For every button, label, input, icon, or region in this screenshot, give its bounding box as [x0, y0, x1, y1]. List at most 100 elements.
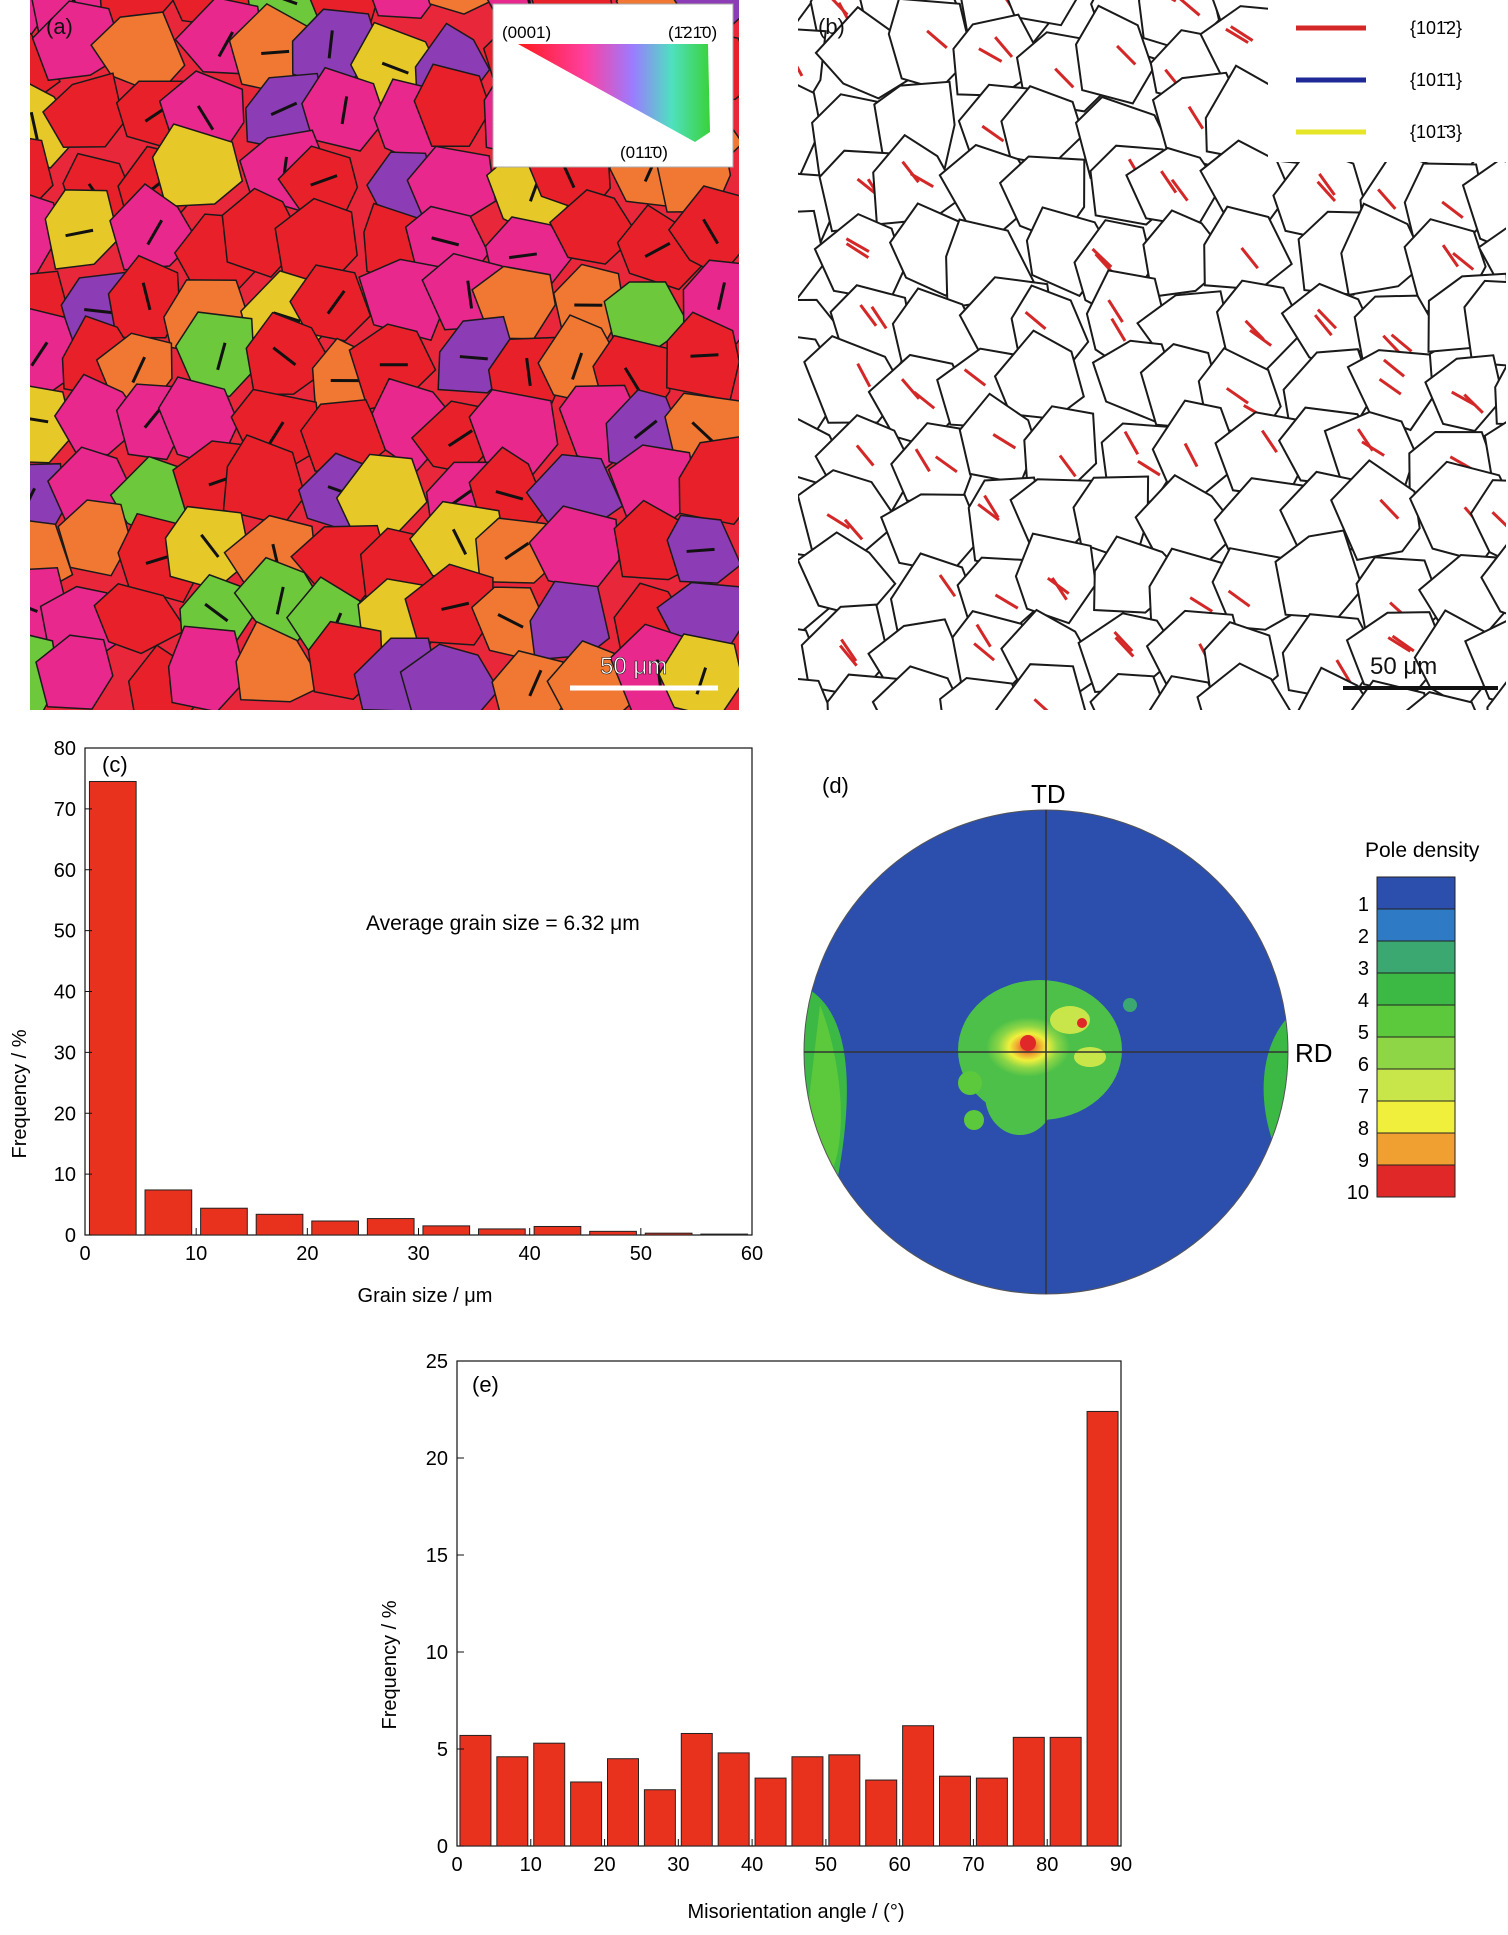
pole-density-swatch [1377, 941, 1455, 973]
average-grain-size: Average grain size = 6.32 μm [366, 912, 640, 935]
grain-size-bar [367, 1219, 414, 1235]
misorientation-bar [940, 1776, 971, 1846]
scalebar-a-label: 50 μm [600, 653, 667, 680]
panel-c: (c) Average grain size = 6.32 μm Grain s… [0, 730, 770, 1320]
twin-lamella [690, 355, 718, 356]
grain-size-x-tick-label: 30 [407, 1243, 429, 1265]
pole-density-swatch [1377, 1037, 1455, 1069]
grain-size-plot-frame [85, 748, 752, 1235]
grain-size-y-tick-label: 10 [54, 1164, 76, 1186]
misorientation-y-tick-label: 25 [426, 1351, 448, 1373]
ipf-key-0110: (011̄0) [620, 143, 668, 162]
misorientation-x-tick-label: 50 [815, 1854, 837, 1876]
misorientation-bar [866, 1780, 897, 1846]
ipf-key-0001: (0001) [502, 23, 551, 42]
grain-size-y-tick-label: 40 [54, 982, 76, 1004]
misorientation-bar [903, 1726, 934, 1846]
misorientation-x-tick-label: 70 [962, 1854, 984, 1876]
pole-figure-disk [790, 795, 1310, 1315]
misorientation-bar [644, 1790, 675, 1846]
misorientation-bar [829, 1755, 860, 1846]
misorientation-y-tick-label: 0 [437, 1836, 448, 1858]
misorientation-bar [718, 1753, 749, 1846]
y-axis-label-e: Frequency / % [379, 1600, 401, 1729]
pole-density-swatch [1377, 877, 1455, 909]
misorientation-bar [608, 1759, 639, 1846]
grain-size-bar [312, 1221, 359, 1235]
pole-density-level: 10 [1347, 1182, 1369, 1204]
pole-density-swatch [1377, 1069, 1455, 1101]
td-label: TD [1031, 779, 1066, 809]
pole-density-swatch [1377, 909, 1455, 941]
misorientation-bar [497, 1757, 528, 1846]
grain-size-bar [590, 1231, 637, 1235]
grain-size-x-tick-label: 20 [296, 1243, 318, 1265]
legend-label-1012: {101̄2} [1410, 18, 1462, 38]
misorientation-bar [792, 1757, 823, 1846]
grain-size-y-tick-label: 20 [54, 1103, 76, 1125]
grain-size-x-tick-label: 50 [630, 1243, 652, 1265]
twin-boundary-map: {101̄2} {101̄1} {101̄3} (b) 50 μm [798, 0, 1506, 710]
pole-density-level: 9 [1358, 1150, 1369, 1172]
pole-density-level: 3 [1358, 958, 1369, 980]
pole-density-level: 6 [1358, 1054, 1369, 1076]
panel-a-label: (a) [46, 14, 73, 39]
panel-e-label: (e) [472, 1372, 499, 1397]
scalebar-b-label: 50 μm [1370, 653, 1437, 680]
grain-size-y-tick-label: 80 [54, 738, 76, 760]
misorientation-bar [1013, 1737, 1044, 1846]
y-axis-label-c: Frequency / % [9, 1029, 31, 1158]
x-axis-label-e: Misorientation angle / (°) [688, 1901, 905, 1923]
pole-density-level: 8 [1358, 1118, 1369, 1140]
panel-d-label: (d) [822, 773, 849, 798]
grain-size-y-tick-label: 60 [54, 860, 76, 882]
misorientation-bar [534, 1743, 565, 1846]
panel-e: (e) Misorientation angle / (°) Frequency… [360, 1335, 1150, 1930]
grain-size-x-tick-label: 10 [185, 1243, 207, 1265]
grain-size-bar [423, 1226, 470, 1235]
legend-label-1011: {101̄1} [1410, 70, 1462, 90]
ipf-map: (0001) (1̄21̄0) (011̄0) (a) 50 μm [30, 0, 739, 710]
pole-density-level: 5 [1358, 1022, 1369, 1044]
panel-b-label: (b) [818, 14, 845, 39]
misorientation-bar [1087, 1411, 1118, 1846]
misorientation-bar [460, 1735, 491, 1846]
misorientation-x-tick-label: 80 [1036, 1854, 1058, 1876]
grain-size-y-tick-label: 50 [54, 921, 76, 943]
legend-label-1013: {101̄3} [1410, 122, 1462, 142]
rd-label: RD [1295, 1038, 1333, 1068]
grain-size-x-tick-label: 0 [79, 1243, 90, 1265]
misorientation-x-tick-label: 60 [889, 1854, 911, 1876]
misorientation-x-tick-label: 30 [667, 1854, 689, 1876]
pole-density-swatch [1377, 1165, 1455, 1197]
grain-size-bar [701, 1234, 748, 1235]
twin-legend: {101̄2} {101̄1} {101̄3} [1268, 0, 1506, 162]
grain-size-bar [645, 1233, 692, 1235]
misorientation-y-tick-label: 5 [437, 1739, 448, 1761]
misorientation-bar [571, 1782, 602, 1846]
misorientation-bar [755, 1778, 786, 1846]
misorientation-x-tick-label: 20 [593, 1854, 615, 1876]
grain-size-bar [201, 1208, 248, 1235]
grain-size-bar [145, 1190, 192, 1235]
misorientation-bar [1050, 1737, 1081, 1846]
misorientation-y-tick-label: 15 [426, 1545, 448, 1567]
grain-size-bar [89, 781, 136, 1235]
ipf-key-1210: (1̄21̄0) [668, 23, 717, 42]
pole-density-level: 1 [1358, 894, 1369, 916]
pole-density-swatch [1377, 973, 1455, 1005]
grain-size-y-tick-label: 0 [65, 1225, 76, 1247]
twin-lamella [687, 549, 715, 551]
pole-density-swatch [1377, 1005, 1455, 1037]
pole-density-level: 2 [1358, 926, 1369, 948]
panel-a: (0001) (1̄21̄0) (011̄0) (a) 50 μm [30, 0, 739, 710]
grain-size-y-tick-label: 70 [54, 799, 76, 821]
grain-size-y-tick-label: 30 [54, 1042, 76, 1064]
pole-density-title: Pole density [1365, 839, 1480, 862]
misorientation-x-tick-label: 40 [741, 1854, 763, 1876]
grain-size-x-tick-label: 40 [519, 1243, 541, 1265]
x-axis-label-c: Grain size / μm [358, 1285, 493, 1307]
